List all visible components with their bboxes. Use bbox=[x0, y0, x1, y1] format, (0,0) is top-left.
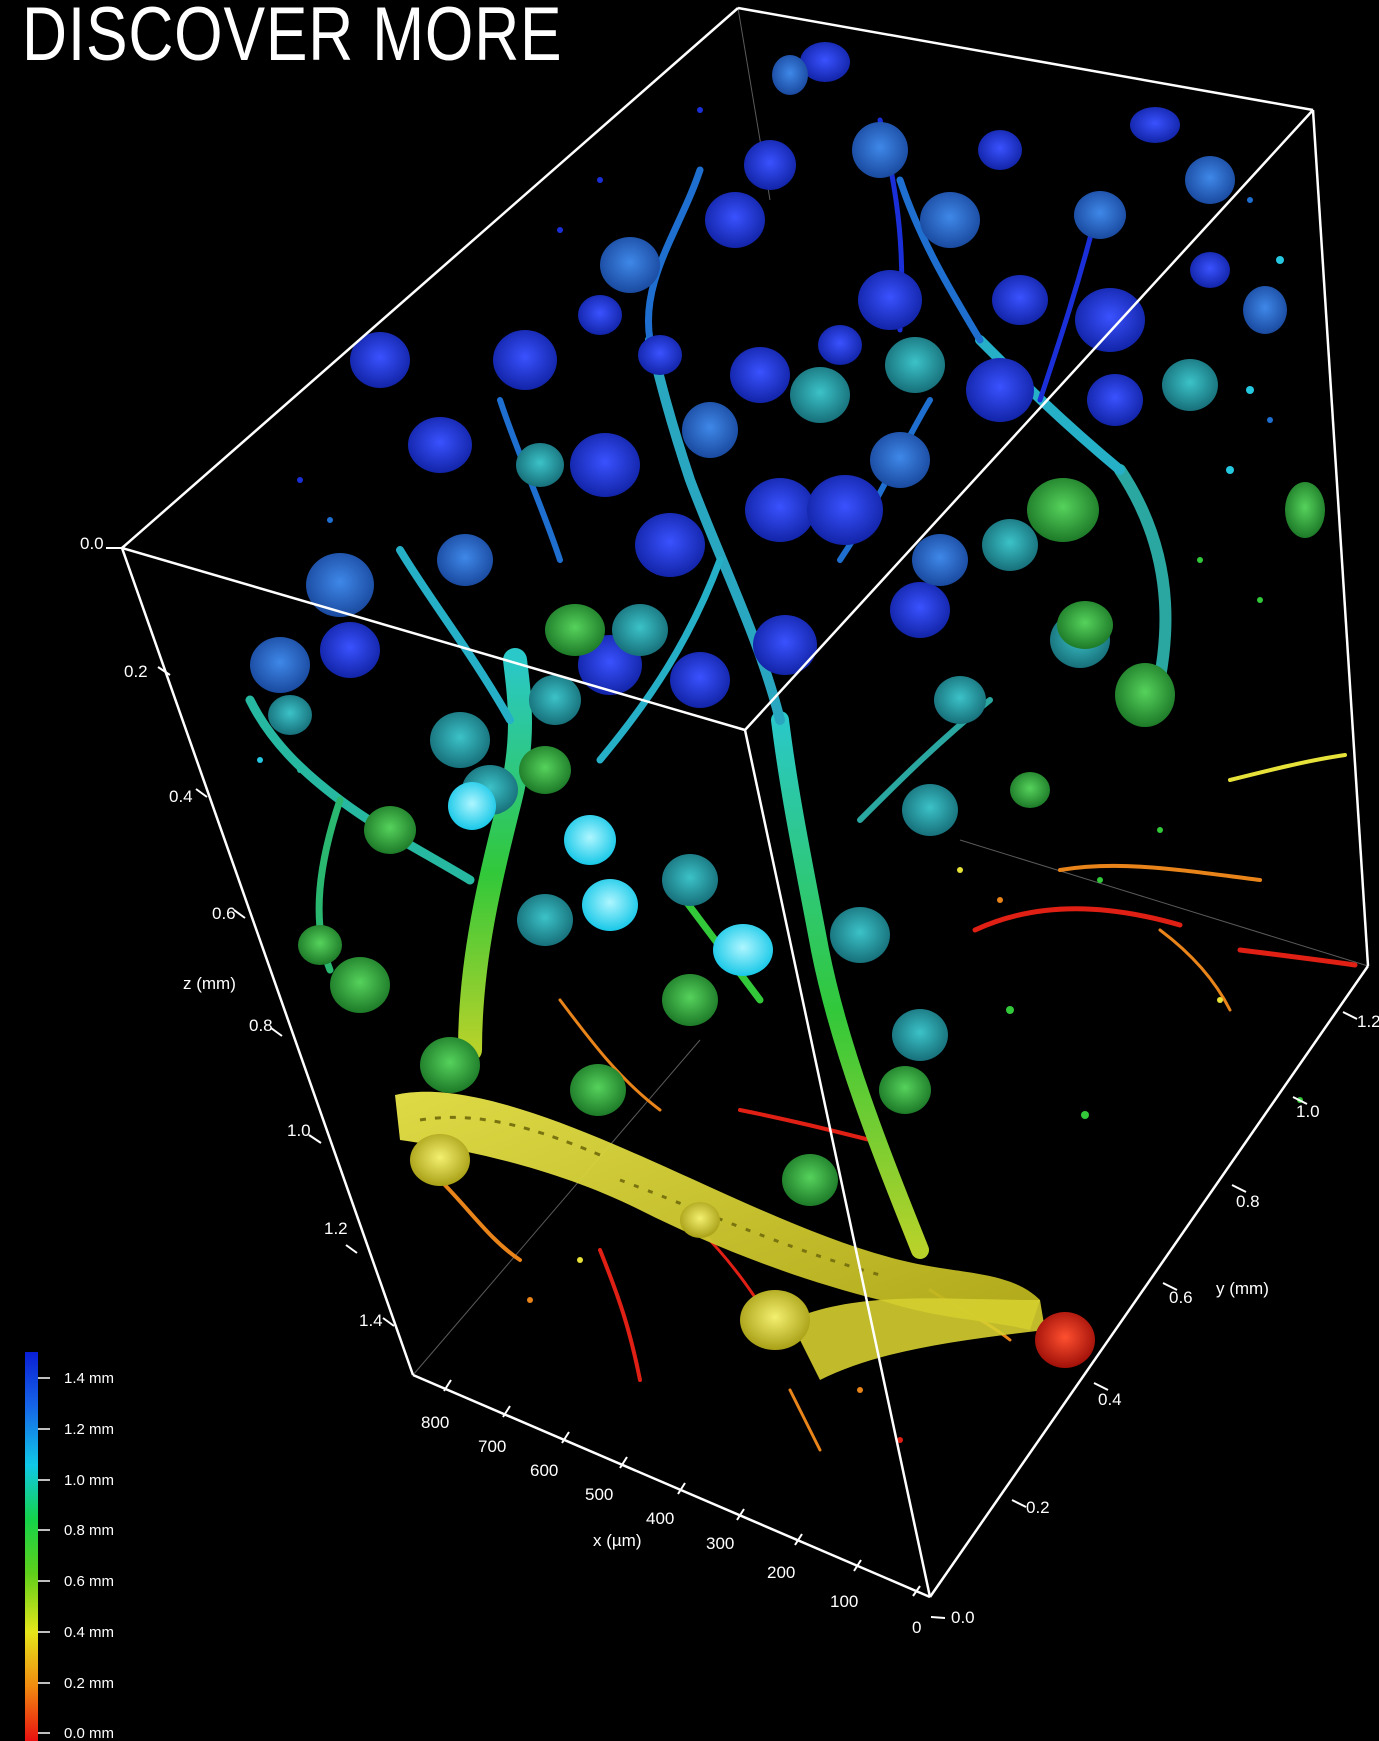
z-tick-7: 1.4 bbox=[359, 1311, 383, 1330]
x-tick-8: 0 bbox=[912, 1618, 921, 1637]
scattered-specks bbox=[257, 107, 1303, 1443]
y-tick-5: 1.0 bbox=[1296, 1102, 1320, 1121]
x-axis-title: x (µm) bbox=[593, 1531, 642, 1550]
z-tick-3: 0.6 bbox=[212, 904, 236, 923]
z-axis-title: z (mm) bbox=[183, 974, 236, 993]
depth-colorbar: 1.4 mm 1.2 mm 1.0 mm 0.8 mm 0.6 mm 0.4 m… bbox=[25, 1352, 114, 1741]
x-tick-7: 100 bbox=[830, 1592, 858, 1611]
x-tick-0: 800 bbox=[421, 1413, 449, 1432]
colorbar-label-0: 1.4 mm bbox=[64, 1370, 114, 1387]
colorbar-gradient bbox=[25, 1352, 38, 1741]
bounding-box bbox=[120, 6, 1370, 1599]
y-tick-6: 1.2 bbox=[1357, 1012, 1379, 1031]
z-tick-6: 1.2 bbox=[324, 1219, 348, 1238]
x-tick-4: 400 bbox=[646, 1509, 674, 1528]
x-axis: 800 700 600 500 400 300 200 100 0 x (µm) bbox=[421, 1379, 921, 1637]
z-tick-4: 0.8 bbox=[249, 1016, 273, 1035]
blood-vessel bbox=[395, 1091, 1095, 1380]
neuron-rendering bbox=[245, 7, 1369, 1452]
x-tick-5: 300 bbox=[706, 1534, 734, 1553]
y-tick-1: 0.2 bbox=[1026, 1498, 1050, 1517]
colorbar-label-5: 0.4 mm bbox=[64, 1624, 114, 1641]
z-tick-1: 0.2 bbox=[124, 662, 148, 681]
colorbar-label-6: 0.2 mm bbox=[64, 1675, 114, 1692]
colorbar-label-3: 0.8 mm bbox=[64, 1522, 114, 1539]
y-tick-2: 0.4 bbox=[1098, 1390, 1122, 1409]
blue-cells bbox=[250, 42, 1287, 708]
colorbar-label-2: 1.0 mm bbox=[64, 1472, 114, 1489]
x-tick-1: 700 bbox=[478, 1437, 506, 1456]
headline: DISCOVER MORE bbox=[22, 0, 563, 77]
yellow-cells bbox=[410, 1134, 810, 1350]
y-axis-title: y (mm) bbox=[1216, 1279, 1269, 1298]
cyan-cells bbox=[448, 782, 773, 976]
colorbar-label-7: 0.0 mm bbox=[64, 1725, 114, 1741]
x-tick-2: 600 bbox=[530, 1461, 558, 1480]
x-tick-3: 500 bbox=[585, 1485, 613, 1504]
green-cells bbox=[298, 478, 1325, 1206]
z-tick-2: 0.4 bbox=[169, 787, 193, 806]
z-axis: 0.0 0.2 0.4 0.6 0.8 1.0 1.2 1.4 z (mm) bbox=[80, 534, 395, 1330]
colorbar-label-4: 0.6 mm bbox=[64, 1573, 114, 1590]
z-tick-0: 0.0 bbox=[80, 534, 104, 553]
x-tick-6: 200 bbox=[767, 1563, 795, 1582]
y-axis: 0.0 0.2 0.4 0.6 0.8 1.0 1.2 y (mm) bbox=[930, 1011, 1379, 1627]
colorbar-label-1: 1.2 mm bbox=[64, 1421, 114, 1438]
y-tick-0: 0.0 bbox=[951, 1608, 975, 1627]
z-tick-5: 1.0 bbox=[287, 1121, 311, 1140]
y-tick-4: 0.8 bbox=[1236, 1192, 1260, 1211]
y-tick-3: 0.6 bbox=[1169, 1288, 1193, 1307]
